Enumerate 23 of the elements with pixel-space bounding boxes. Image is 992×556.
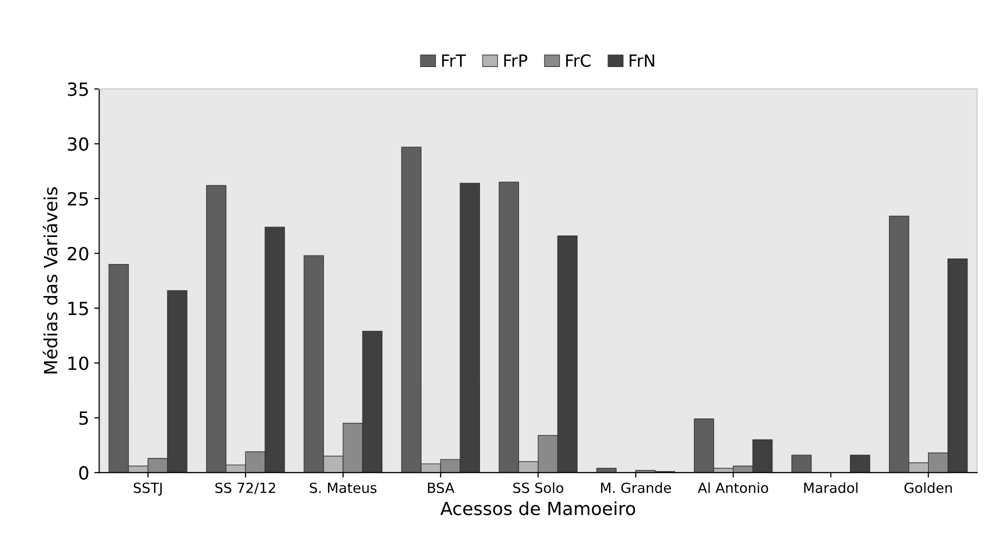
y-tick-label: 35 <box>68 82 88 96</box>
y-tick-label: 30 <box>68 137 88 151</box>
x-tick-label: SSTJ <box>134 482 162 496</box>
y-tick-label: 0 <box>79 466 88 480</box>
y-tick-label: 10 <box>68 356 88 370</box>
legend-label: FrN <box>630 54 654 67</box>
x-tick-label: M. Grande <box>601 482 671 494</box>
x-tick-label: Al Antonio <box>698 482 768 494</box>
y-tick-label: 15 <box>68 302 88 316</box>
legend-label: FrT <box>442 54 466 67</box>
x-tick-label: Golden <box>904 482 952 494</box>
x-tick-label: Maradol <box>804 482 858 494</box>
y-tick-label: 5 <box>79 411 88 425</box>
y-tick-label: 25 <box>68 192 88 206</box>
x-tick-label: SS 72/12 <box>215 482 276 494</box>
x-tick-label: SS Solo <box>513 482 564 494</box>
legend-label: FrC <box>566 54 591 67</box>
x-axis-title: Acessos de Mamoeiro <box>440 501 636 516</box>
x-tick-label: S. Mateus <box>310 482 376 494</box>
y-axis-title: Médias das Variáveis <box>42 187 58 374</box>
legend-label: FrP <box>504 54 528 67</box>
y-tick-label: 20 <box>68 246 88 260</box>
x-tick-label: BSA <box>428 482 454 494</box>
